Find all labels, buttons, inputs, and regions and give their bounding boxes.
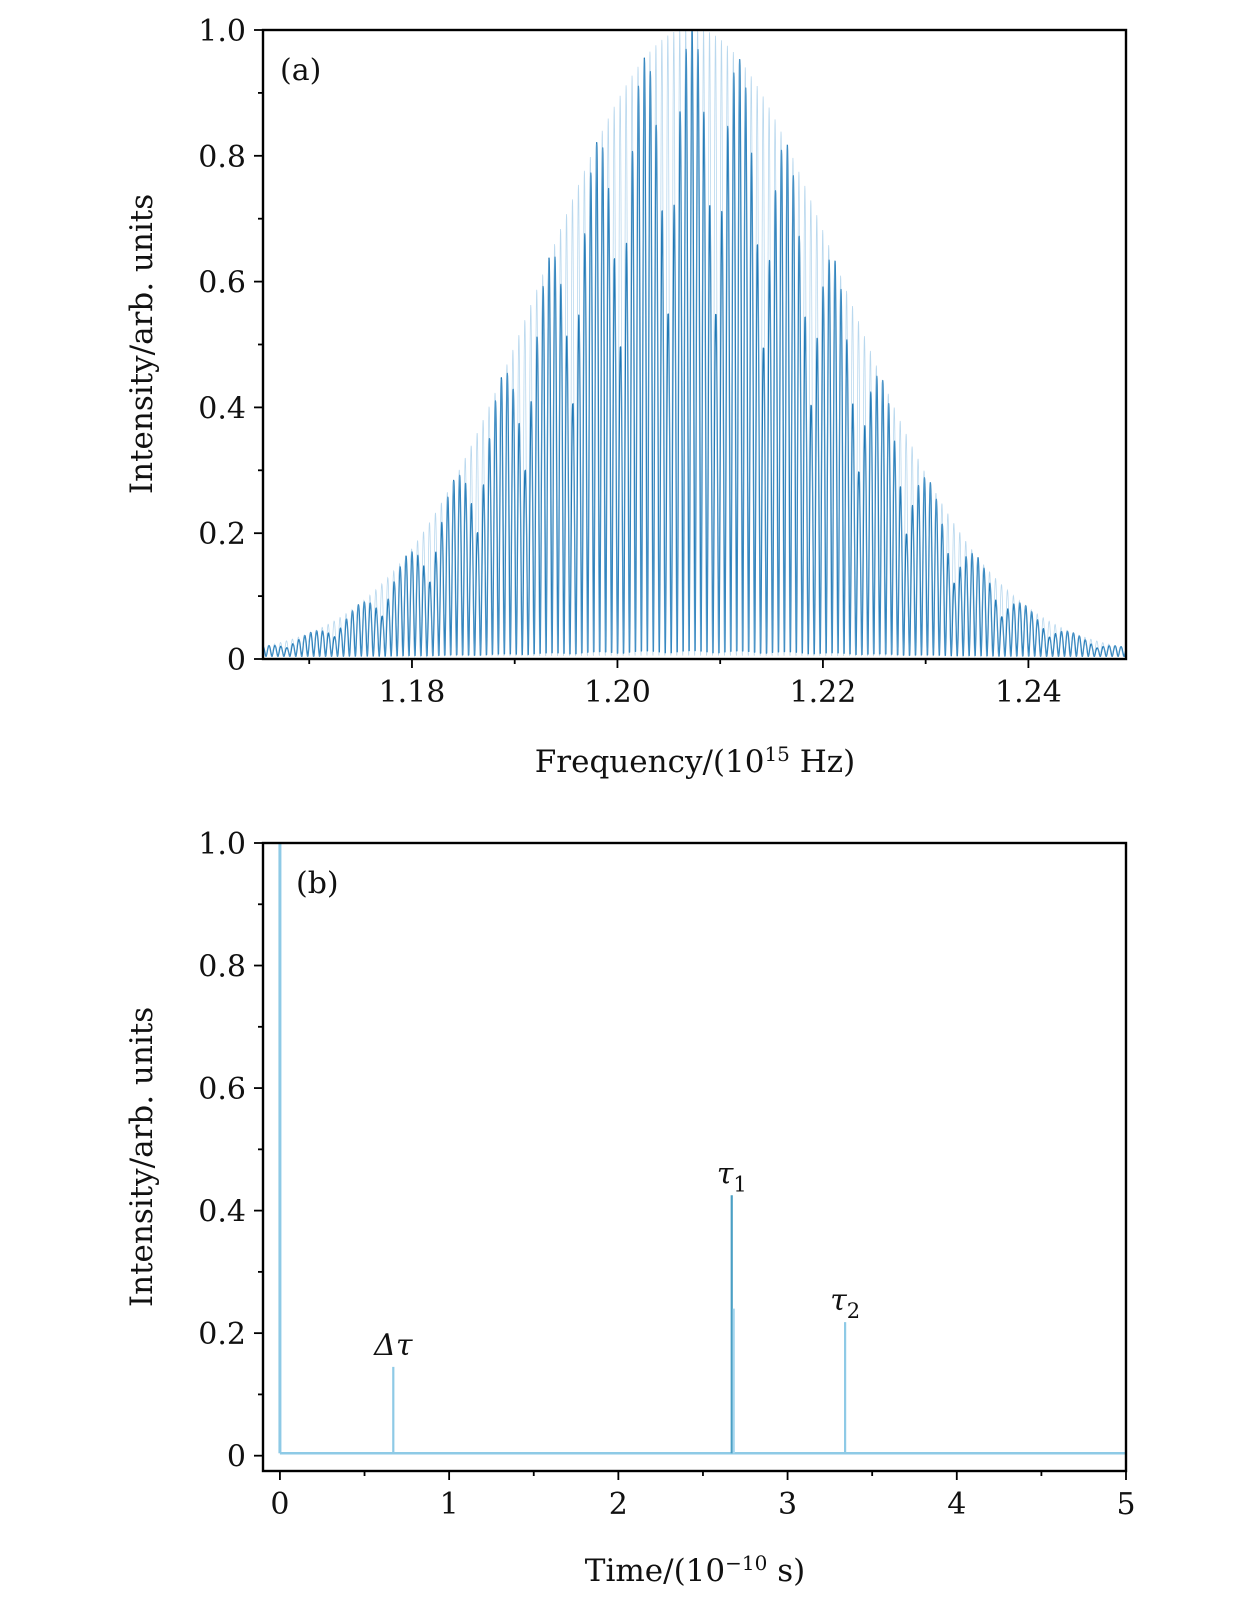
annotation-tau2: τ2 [830,1283,860,1323]
panel-b-plot-area [278,843,1126,1455]
panel-a-x-tick-label-1: 1.20 [584,675,651,710]
panel-b-axes-frame [261,841,1128,1473]
spectrum-line [262,29,1127,658]
panel-a: 1.18 1.20 1.22 1.24 0 0.2 0.4 0.6 0.8 1.0 (a) Int… [124,14,1128,780]
panel-b-y-tick-label-5: 1.0 [198,827,246,862]
panel-b-y-axis-label: Intensity/arb. units [124,1007,160,1307]
panel-b-y-tick-label-1: 0.2 [198,1317,246,1352]
panel-b-x-tick-label-1: 1 [440,1487,459,1522]
panel-b-y-tick-label-2: 0.4 [198,1195,246,1230]
panel-b: 0 1 2 3 4 5 0 0.2 0.4 0.6 0.8 1.0 (b) Intensity/arb… [124,827,1136,1589]
panel-a-y-tick-label-4: 0.8 [198,140,246,175]
panel-a-y-tick-label-0: 0 [227,643,246,678]
panel-b-y-tick-label-0: 0 [227,1440,246,1475]
panel-a-y-tick-label-2: 0.4 [198,391,246,426]
panel-a-label: (a) [280,53,321,88]
panel-a-y-axis-label: Intensity/arb. units [124,194,160,494]
annotation-tau1: τ1 [717,1156,747,1196]
annotation-delta: Δτ [373,1328,413,1363]
panel-a-ticks: 1.18 1.20 1.22 1.24 0 0.2 0.4 0.6 0.8 1.0 [198,14,1062,710]
panel-a-plot-area [262,29,1127,658]
panel-a-y-tick-label-1: 0.2 [198,517,246,552]
panel-b-y-tick-label-3: 0.6 [198,1072,246,1107]
panel-b-x-axis-label: Time/(10−10 s) [585,1551,805,1589]
panel-b-label: (b) [296,866,339,901]
panel-b-annotations: Δτ τ1 τ2 [373,1156,860,1363]
panel-a-y-tick-label-5: 1.0 [198,14,246,49]
panel-b-x-tick-label-5: 5 [1116,1487,1135,1522]
panel-a-x-tick-label-3: 1.24 [995,675,1062,710]
panel-a-x-tick-label-0: 1.18 [379,675,446,710]
panel-b-x-tick-label-3: 3 [778,1487,797,1522]
panel-a-x-axis-label: Frequency/(1015 Hz) [535,742,855,780]
panel-b-ticks: 0 1 2 3 4 5 0 0.2 0.4 0.6 0.8 1.0 [198,827,1135,1522]
panel-b-x-tick-label-4: 4 [947,1487,966,1522]
panel-a-y-tick-label-3: 0.6 [198,266,246,301]
panel-b-y-tick-label-4: 0.8 [198,950,246,985]
panel-a-x-tick-label-2: 1.22 [790,675,857,710]
spectrum-line-overlay [262,29,1127,658]
panel-b-x-tick-label-0: 0 [270,1487,289,1522]
panel-b-x-tick-label-2: 2 [609,1487,628,1522]
